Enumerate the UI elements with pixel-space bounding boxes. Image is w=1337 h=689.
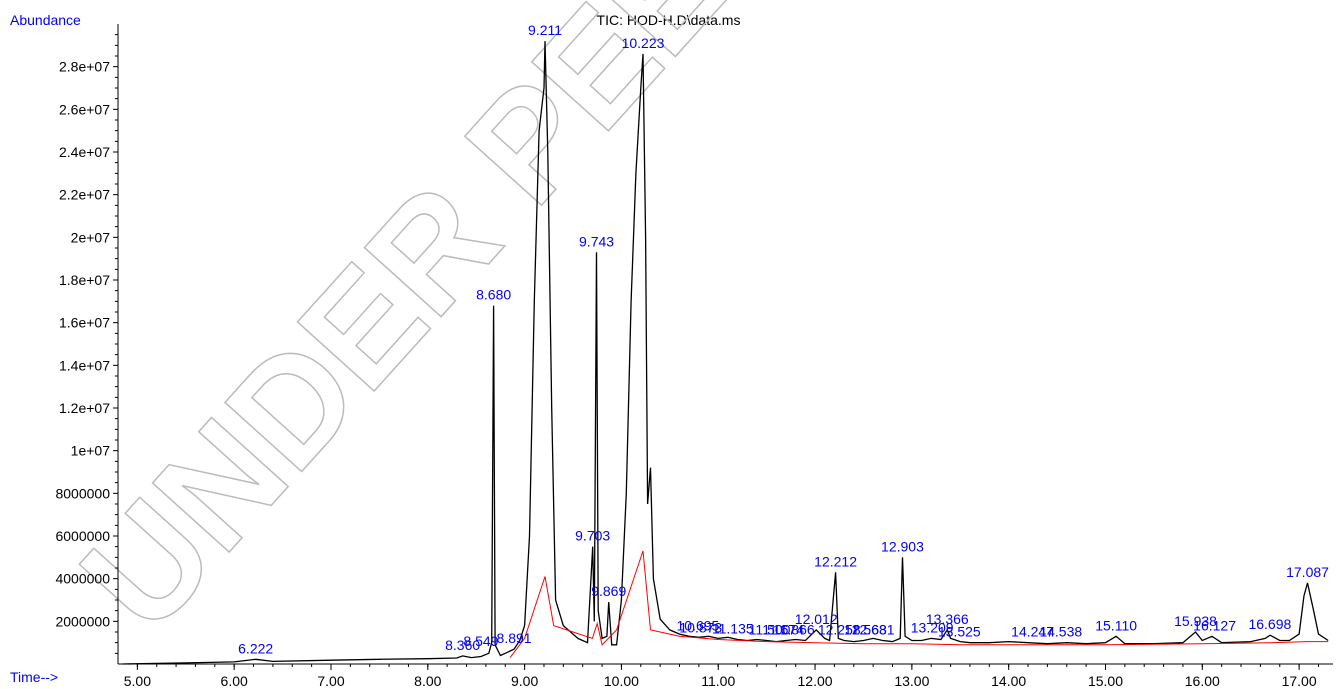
x-tick-label: 6.00 [221, 673, 248, 689]
peak-label: 10.223 [622, 35, 665, 51]
peak-label: 16.698 [1248, 616, 1291, 632]
peak-label: 11.674 [762, 622, 804, 638]
y-tick-label: 2.8e+07 [59, 59, 110, 75]
y-tick-label: 1e+07 [71, 443, 111, 459]
x-tick-label: 10.00 [604, 673, 639, 689]
peak-label: 9.703 [575, 528, 610, 544]
peak-label: 17.087 [1286, 564, 1329, 580]
x-tick-label: 16.00 [1185, 673, 1220, 689]
y-tick-label: 8000000 [55, 485, 110, 501]
peak-label: 8.360 [445, 637, 480, 653]
peak-label: 12.012 [795, 611, 838, 627]
peak-label: 8.680 [476, 287, 511, 303]
y-tick-label: 4000000 [55, 571, 110, 587]
peak-label: 15.938 [1174, 613, 1217, 629]
x-tick-label: 12.00 [798, 673, 833, 689]
peak-label: 15.110 [1095, 617, 1137, 633]
chart-title: TIC: HOD-H.D\data.ms [596, 12, 741, 28]
baseline-line [509, 550, 1329, 658]
tic-trace-line [122, 41, 1329, 665]
x-tick-label: 5.00 [124, 673, 151, 689]
y-tick-label: 2.4e+07 [59, 144, 110, 160]
peak-label: 12.903 [881, 538, 924, 554]
y-tick-label: 1.4e+07 [59, 357, 110, 373]
y-tick-label: 2000000 [55, 613, 110, 629]
peak-label: 12.258 [818, 622, 861, 638]
x-tick-label: 14.00 [991, 673, 1026, 689]
y-tick-label: 2.2e+07 [59, 187, 110, 203]
peak-label: 11.135 [712, 620, 754, 636]
peak-label: 13.525 [938, 624, 981, 640]
x-tick-label: 17.00 [1282, 673, 1317, 689]
y-tick-label: 1.6e+07 [59, 315, 110, 331]
x-tick-label: 9.00 [511, 673, 538, 689]
y-tick-label: 2.6e+07 [59, 101, 110, 117]
peak-label: 11.500 [749, 622, 791, 638]
peak-label: 10.695 [676, 617, 719, 633]
x-tick-label: 8.00 [414, 673, 441, 689]
x-tick-label: 13.00 [894, 673, 929, 689]
x-tick-label: 15.00 [1088, 673, 1123, 689]
peak-label: 6.222 [238, 640, 273, 656]
x-tick-label: 7.00 [317, 673, 344, 689]
y-tick-label: 6000000 [55, 528, 110, 544]
peak-label: 13.366 [926, 611, 969, 627]
peak-label: 14.538 [1039, 624, 1082, 640]
peak-label: 12.681 [852, 622, 895, 638]
y-tick-label: 1.2e+07 [59, 400, 110, 416]
peak-label: 16.127 [1193, 617, 1236, 633]
peak-label: 10.873 [679, 619, 722, 635]
peak-label: 14.247 [1011, 624, 1054, 640]
peak-label: 9.211 [528, 22, 562, 38]
peak-label: 9.869 [591, 583, 626, 599]
peak-label: 9.743 [579, 233, 614, 249]
peak-label: 11.866 [773, 622, 815, 638]
peak-label: 13.209 [911, 619, 954, 635]
peak-label: 8.549 [463, 633, 498, 649]
watermark-text: UNDER PEER [49, 0, 832, 661]
y-tick-label: 2e+07 [71, 229, 111, 245]
y-axis-label: Abundance [10, 12, 81, 28]
y-tick-label: 1.8e+07 [59, 272, 110, 288]
x-tick-label: 11.00 [701, 673, 735, 689]
peak-label: 12.212 [814, 553, 857, 569]
peak-label: 8.891 [497, 630, 532, 646]
peak-label: 12.563 [844, 622, 887, 638]
x-axis-label: Time--> [10, 669, 59, 685]
